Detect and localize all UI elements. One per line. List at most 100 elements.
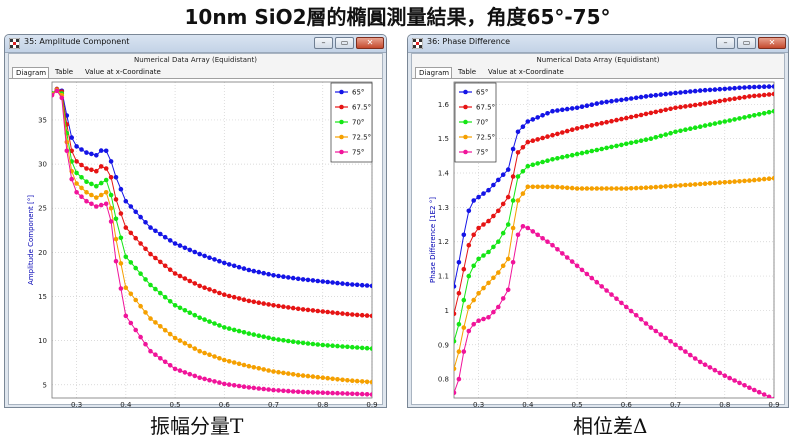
- series-line: [52, 89, 372, 383]
- data-point: [330, 280, 335, 285]
- data-point: [454, 339, 457, 344]
- data-point: [742, 115, 747, 120]
- data-point: [138, 214, 143, 220]
- data-point: [167, 238, 173, 243]
- tab-value-at-x[interactable]: Value at x-Coordinate: [488, 68, 564, 76]
- data-point: [454, 366, 457, 372]
- legend-marker: [339, 104, 344, 110]
- data-point: [162, 263, 168, 269]
- data-point: [604, 99, 609, 105]
- data-point: [103, 177, 109, 183]
- data-point: [162, 234, 168, 240]
- data-point: [510, 174, 516, 179]
- data-point: [192, 373, 198, 379]
- tab-diagram[interactable]: Diagram: [12, 67, 49, 78]
- phase-window[interactable]: 36: Phase Difference – ▭ ✕ Numerical Dat…: [407, 34, 789, 408]
- data-point: [202, 285, 207, 290]
- data-point: [461, 232, 467, 238]
- tab-table[interactable]: Table: [55, 68, 74, 76]
- tab-value-at-x[interactable]: Value at x-Coordinate: [85, 68, 161, 76]
- data-point: [624, 141, 629, 147]
- maximize-button[interactable]: ▭: [335, 37, 354, 49]
- legend-marker: [339, 134, 344, 140]
- data-point: [231, 263, 237, 269]
- data-point: [702, 362, 708, 368]
- data-point: [747, 385, 752, 391]
- data-point: [354, 312, 360, 318]
- data-point: [633, 139, 639, 145]
- data-point: [123, 285, 129, 290]
- data-point: [737, 179, 742, 184]
- plot-area[interactable]: 0.3 0.4 0.5 0.6 0.7 0.8 0.9 0.8 0.9 1 1.1 1.2 1.3 1.4…: [412, 78, 786, 407]
- data-point: [261, 367, 266, 372]
- data-point: [505, 167, 511, 172]
- minimize-button[interactable]: –: [314, 37, 333, 49]
- x-tick-label: 0.9: [768, 401, 779, 407]
- data-point: [335, 377, 340, 382]
- legend: 65° 67.5° 70° 72.5° 75°: [330, 82, 373, 163]
- data-point: [103, 166, 109, 171]
- data-point: [771, 175, 774, 181]
- close-button[interactable]: ✕: [356, 37, 384, 49]
- data-point: [197, 375, 202, 381]
- data-point: [540, 135, 545, 141]
- minimize-button[interactable]: –: [716, 37, 735, 49]
- data-point: [697, 359, 703, 365]
- data-point: [74, 190, 79, 195]
- data-point: [123, 198, 129, 204]
- x-tick-label: 0.3: [71, 401, 82, 407]
- data-point: [153, 320, 158, 325]
- data-point: [466, 208, 472, 214]
- data-point: [310, 308, 316, 313]
- data-point: [300, 373, 306, 378]
- data-point: [697, 88, 703, 93]
- window-titlebar[interactable]: 36: Phase Difference – ▭ ✕: [408, 35, 788, 53]
- amplitude-chart[interactable]: 0.30.40.50.60.70.80.95101520253035Wavele…: [9, 79, 384, 407]
- data-point: [658, 184, 664, 190]
- data-array-header: Numerical Data Array (Equidistant): [536, 56, 660, 64]
- tab-table[interactable]: Table: [458, 68, 477, 76]
- data-point: [500, 230, 506, 236]
- data-point: [560, 154, 565, 160]
- window-titlebar[interactable]: 35: Amplitude Component – ▭ ✕: [5, 35, 386, 53]
- data-point: [545, 239, 550, 244]
- phase-chart[interactable]: 0.3 0.4 0.5 0.6 0.7 0.8 0.9 0.8 0.9 1 1.1 1.2 1.3 1.4…: [412, 79, 786, 407]
- data-point: [594, 121, 600, 127]
- data-point: [340, 391, 345, 396]
- data-point: [722, 180, 728, 185]
- data-point: [624, 96, 629, 102]
- close-button[interactable]: ✕: [758, 37, 786, 49]
- maximize-button[interactable]: ▭: [737, 37, 756, 49]
- data-point: [540, 113, 545, 118]
- data-point: [658, 92, 664, 97]
- data-point: [540, 184, 545, 190]
- data-point: [761, 176, 767, 182]
- data-point: [359, 312, 365, 318]
- amplitude-window[interactable]: 35: Amplitude Component – ▭ ✕ Numerical …: [4, 34, 387, 408]
- data-point: [143, 246, 148, 252]
- data-point: [648, 185, 654, 190]
- data-point: [456, 321, 462, 327]
- y-tick-label: 1.6: [438, 101, 450, 109]
- data-point: [594, 147, 600, 153]
- data-point: [202, 253, 207, 259]
- data-point: [207, 319, 212, 324]
- data-point: [79, 194, 84, 199]
- data-point: [241, 266, 247, 271]
- data-point: [226, 382, 232, 387]
- data-point: [167, 363, 173, 368]
- data-point: [683, 182, 688, 188]
- data-point: [747, 114, 752, 119]
- data-point: [737, 380, 742, 386]
- data-point: [369, 313, 372, 319]
- data-point: [619, 97, 624, 103]
- x-tick-label: 0.5: [572, 401, 583, 407]
- data-point: [456, 376, 462, 382]
- tab-diagram[interactable]: Diagram: [415, 67, 452, 78]
- data-point: [742, 178, 747, 184]
- data-point: [118, 186, 124, 192]
- plot-area[interactable]: 0.30.40.50.60.70.80.95101520253035Wavele…: [9, 78, 384, 407]
- data-point: [609, 144, 614, 150]
- data-point: [350, 391, 355, 397]
- data-point: [628, 308, 634, 314]
